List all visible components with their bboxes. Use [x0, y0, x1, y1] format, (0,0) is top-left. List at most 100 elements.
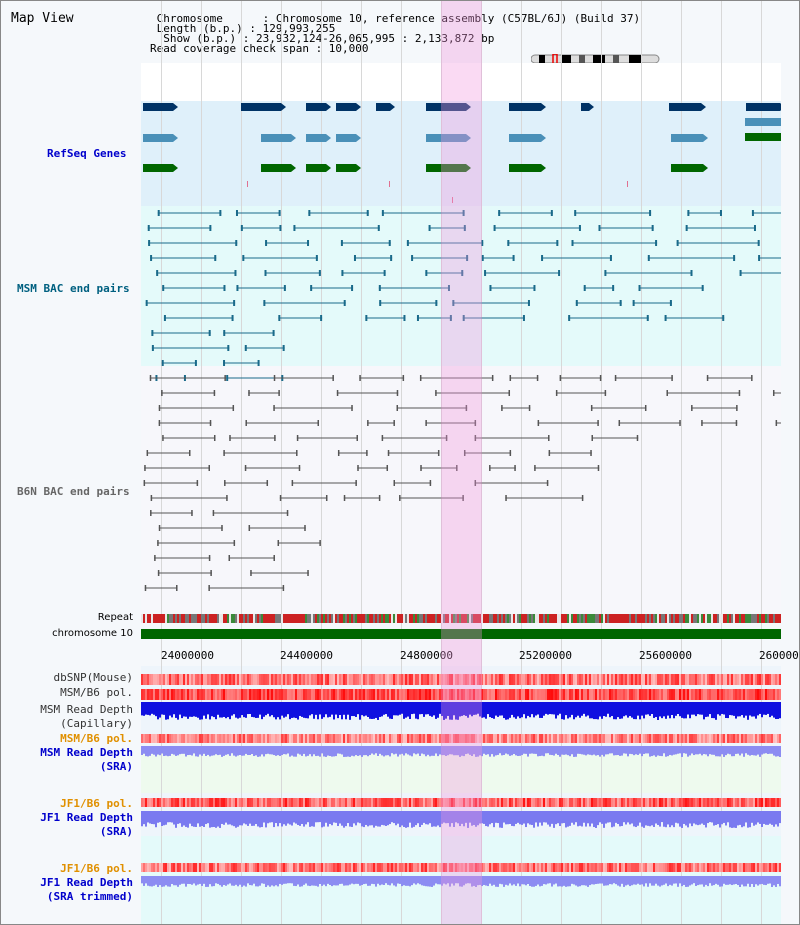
pol-cell — [593, 798, 595, 807]
repeat-block — [719, 614, 721, 623]
depth-bar — [321, 746, 323, 754]
pol-cell — [535, 734, 537, 743]
depth-bar — [489, 702, 491, 718]
depth-bar — [353, 876, 355, 885]
pol-cell — [177, 674, 179, 685]
bac-end — [213, 390, 216, 396]
depth-bar — [209, 811, 211, 828]
repeat-block — [605, 614, 607, 623]
depth-bar — [351, 702, 353, 717]
depth-bar — [501, 876, 503, 885]
track-label-jf1-depth-sra[interactable]: JF1 Read Depth (SRA) — [40, 811, 133, 838]
repeat-block — [295, 614, 297, 623]
bac-end — [341, 270, 344, 276]
depth-bar — [185, 746, 187, 757]
track-label-refseq[interactable]: RefSeq Genes — [47, 147, 127, 160]
pol-cell — [455, 798, 457, 807]
pol-cell — [729, 734, 731, 743]
pol-cell — [559, 863, 561, 872]
repeat-block — [303, 614, 305, 623]
depth-bar — [267, 702, 269, 714]
gene-block — [509, 103, 541, 111]
repeat-block — [771, 614, 773, 623]
pol-cell — [653, 863, 655, 872]
pol-cell — [339, 689, 341, 700]
depth-bar — [481, 702, 483, 718]
pol-cell — [147, 734, 149, 743]
pol-cell — [755, 689, 757, 700]
track-label-msm-b6-pol-sra[interactable]: MSM/B6 pol. — [60, 732, 133, 745]
bac-end — [445, 435, 448, 441]
grid-line — [401, 1, 402, 924]
pol-cell — [703, 863, 705, 872]
pol-cell — [725, 734, 727, 743]
depth-bar — [647, 702, 649, 715]
track-label-dbsnp[interactable]: dbSNP(Mouse) — [53, 671, 133, 684]
pol-cell — [469, 863, 471, 872]
track-label-jf1-depth-trimmed[interactable]: JF1 Read Depth (SRA trimmed) — [40, 876, 133, 903]
repeat-block — [687, 614, 689, 623]
track-label-jf1-b6-pol[interactable]: JF1/B6 pol. — [60, 797, 133, 810]
pol-cell — [221, 798, 223, 807]
track-label-msm-depth-capillary[interactable]: MSM Read Depth (Capillary) — [40, 703, 133, 730]
depth-bar — [561, 746, 563, 755]
pol-cell — [545, 734, 547, 743]
pol-cell — [185, 689, 187, 700]
pol-cell — [615, 689, 617, 700]
track-label-msm-b6-pol[interactable]: MSM/B6 pol. — [60, 686, 133, 699]
pol-cell — [155, 863, 157, 872]
pol-cell — [537, 798, 539, 807]
pol-cell — [415, 674, 417, 685]
depth-bar — [497, 876, 499, 887]
depth-bar — [469, 746, 471, 755]
depth-bar — [301, 876, 303, 887]
genome-tracks[interactable] — [141, 1, 781, 924]
depth-bar — [459, 876, 461, 887]
pol-cell — [367, 863, 369, 872]
bac-end — [148, 240, 151, 246]
depth-bar — [767, 811, 769, 825]
depth-bar — [571, 811, 573, 823]
pol-cell — [445, 798, 447, 807]
depth-bar — [215, 702, 217, 720]
pol-cell — [731, 674, 733, 685]
depth-bar — [613, 702, 615, 720]
repeat-block — [301, 614, 303, 623]
pol-cell — [351, 689, 353, 700]
pol-cell — [479, 674, 481, 685]
repeat-block — [769, 614, 771, 623]
pol-cell — [619, 798, 621, 807]
pol-cell — [339, 863, 341, 872]
pol-cell — [483, 863, 485, 872]
track-label-b6n-bac[interactable]: B6N BAC end pairs — [17, 485, 130, 498]
repeat-block — [271, 614, 273, 623]
repeat-block — [653, 614, 655, 623]
pol-cell — [699, 689, 701, 700]
pol-cell — [441, 734, 443, 743]
pol-cell — [643, 798, 645, 807]
repeat-block — [581, 614, 583, 623]
depth-bar — [261, 746, 263, 755]
pol-cell — [141, 734, 143, 743]
depth-bar — [219, 811, 221, 828]
depth-bar — [543, 746, 545, 757]
track-label-msm-bac[interactable]: MSM BAC end pairs — [17, 282, 130, 295]
track-label-jf1-b6-pol-2[interactable]: JF1/B6 pol. — [60, 862, 133, 875]
depth-bar — [683, 702, 685, 719]
pol-cell — [643, 674, 645, 685]
pol-cell — [775, 674, 777, 685]
pol-cell — [337, 734, 339, 743]
pol-cell — [567, 798, 569, 807]
pol-cell — [431, 689, 433, 700]
bac-end — [307, 240, 310, 246]
track-label-msm-depth-sra[interactable]: MSM Read Depth (SRA) — [40, 746, 133, 773]
gene-block — [376, 103, 390, 111]
depth-bar — [595, 702, 597, 720]
pol-cell — [771, 674, 773, 685]
pol-cell — [765, 734, 767, 743]
depth-bar — [769, 876, 771, 884]
pol-cell — [517, 734, 519, 743]
pol-cell — [483, 734, 485, 743]
pol-cell — [735, 863, 737, 872]
repeat-block — [575, 614, 577, 623]
